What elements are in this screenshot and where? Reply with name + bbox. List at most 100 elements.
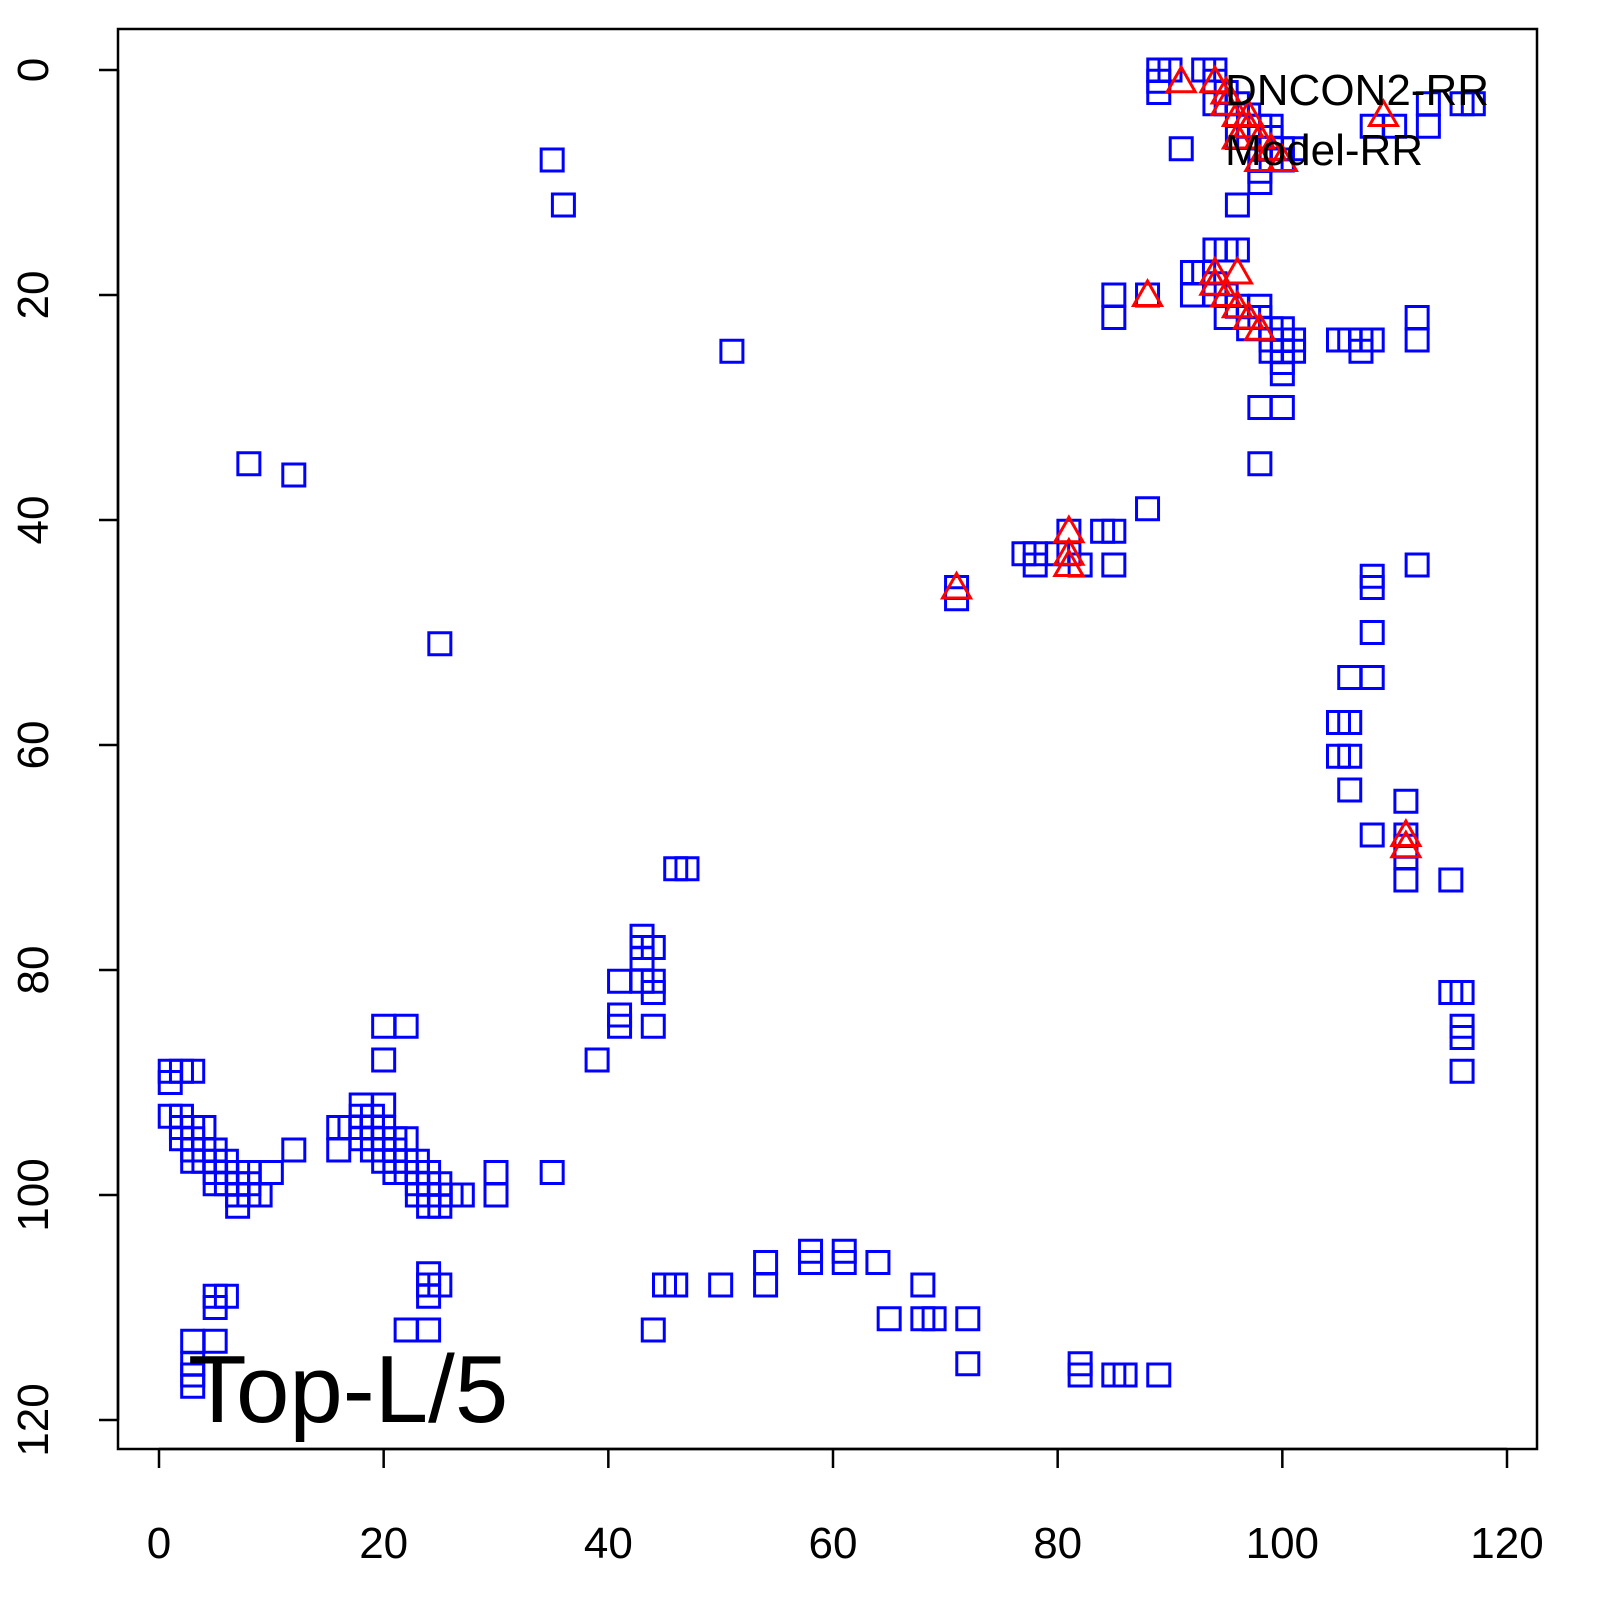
triangle-point <box>1052 547 1086 577</box>
square-point <box>1146 1362 1172 1388</box>
square-point <box>640 935 666 960</box>
triangle-point <box>939 570 974 600</box>
square-point <box>753 1272 779 1298</box>
square-point <box>1359 822 1385 848</box>
square-point <box>1101 305 1127 330</box>
annotation-top-l5: Top-L/5 <box>188 1336 508 1443</box>
square-point <box>281 462 307 488</box>
square-point <box>753 1250 779 1275</box>
y-tick-label: 80 <box>9 946 58 995</box>
square-point <box>281 1137 307 1163</box>
square-point <box>416 1283 442 1309</box>
x-tick-label: 80 <box>1033 1519 1082 1568</box>
square-point <box>708 1272 734 1298</box>
square-point <box>225 1193 251 1219</box>
square-point <box>1359 620 1385 645</box>
square-point <box>1404 327 1430 353</box>
square-point <box>427 631 453 657</box>
square-point <box>180 1373 206 1399</box>
x-tick-label: 100 <box>1246 1519 1319 1568</box>
square-point <box>1359 575 1385 600</box>
square-point <box>1269 361 1295 387</box>
square-point <box>236 451 262 477</box>
square-point <box>1168 136 1194 162</box>
triangle-point <box>1198 64 1232 94</box>
x-axis: 0 20 40 60 80 100 120 <box>147 1447 1544 1568</box>
square-point <box>1247 395 1273 420</box>
square-point <box>427 1193 453 1219</box>
square-point <box>640 1013 666 1039</box>
y-tick-label: 120 <box>9 1383 58 1456</box>
square-point <box>1101 282 1127 308</box>
x-tick-label: 40 <box>584 1519 633 1568</box>
square-point <box>831 1250 857 1275</box>
triangle-point <box>1366 97 1401 127</box>
square-point <box>483 1182 509 1208</box>
square-point <box>640 980 666 1005</box>
square-point <box>483 1160 509 1185</box>
square-point <box>1135 496 1161 522</box>
triangle-point <box>1232 109 1266 139</box>
square-point <box>1449 980 1475 1005</box>
square-point <box>1067 1362 1093 1388</box>
square-point <box>416 1317 442 1343</box>
square-point <box>1337 710 1363 735</box>
square-point <box>371 1047 397 1073</box>
x-tick-label: 20 <box>359 1519 408 1568</box>
square-point <box>1101 552 1127 578</box>
square-point <box>157 1070 183 1095</box>
y-tick-label: 100 <box>9 1158 58 1231</box>
square-point <box>1415 113 1441 139</box>
square-point <box>1393 867 1419 893</box>
x-tick-label: 0 <box>147 1519 171 1568</box>
square-point <box>1101 518 1127 544</box>
square-point <box>1359 665 1385 690</box>
triangle-point <box>1130 277 1165 307</box>
triangle-point <box>1220 120 1254 150</box>
square-point <box>1337 777 1363 803</box>
square-point <box>865 1250 891 1275</box>
square-point <box>326 1137 352 1163</box>
y-tick-label: 20 <box>9 271 58 320</box>
square-point <box>1112 1362 1138 1388</box>
triangle-point <box>1220 255 1254 285</box>
square-point <box>1337 665 1363 690</box>
square-point <box>202 1328 228 1354</box>
square-point <box>1460 91 1486 117</box>
square-point <box>607 968 633 994</box>
square-point <box>674 856 700 882</box>
square-point <box>1404 552 1430 578</box>
square-point <box>258 1160 284 1185</box>
square-point <box>921 1306 947 1332</box>
square-point <box>1348 338 1374 364</box>
y-axis: 0 20 40 60 80 100 120 <box>9 58 120 1457</box>
triangle-point <box>1389 829 1423 859</box>
legend-entry-dncon2: DNCON2-RR <box>1225 66 1489 115</box>
data-points <box>157 57 1486 1399</box>
triangle-point <box>1209 277 1243 307</box>
square-point <box>910 1272 936 1298</box>
square-point <box>584 1047 610 1073</box>
x-tick-label: 60 <box>809 1519 858 1568</box>
square-point <box>393 1013 419 1039</box>
square-point <box>1337 743 1363 769</box>
square-point <box>1449 1058 1475 1084</box>
square-point <box>719 338 745 364</box>
triangle-point <box>1198 255 1232 285</box>
triangle-point <box>1209 75 1243 105</box>
square-point <box>539 1160 565 1185</box>
y-tick-label: 0 <box>9 58 58 82</box>
triangle-point <box>1164 64 1198 94</box>
square-point <box>1404 305 1430 330</box>
square-point <box>1224 192 1250 218</box>
square-point <box>1449 1025 1475 1050</box>
triangle-point <box>1232 300 1266 330</box>
square-point <box>550 192 576 218</box>
square-point <box>955 1351 981 1377</box>
triangle-point <box>1254 131 1288 161</box>
plot-frame <box>116 27 1539 1451</box>
triangle-point <box>1220 289 1254 319</box>
square-point <box>202 1295 228 1320</box>
triangle-point <box>1389 817 1423 847</box>
square-point <box>607 1013 633 1039</box>
